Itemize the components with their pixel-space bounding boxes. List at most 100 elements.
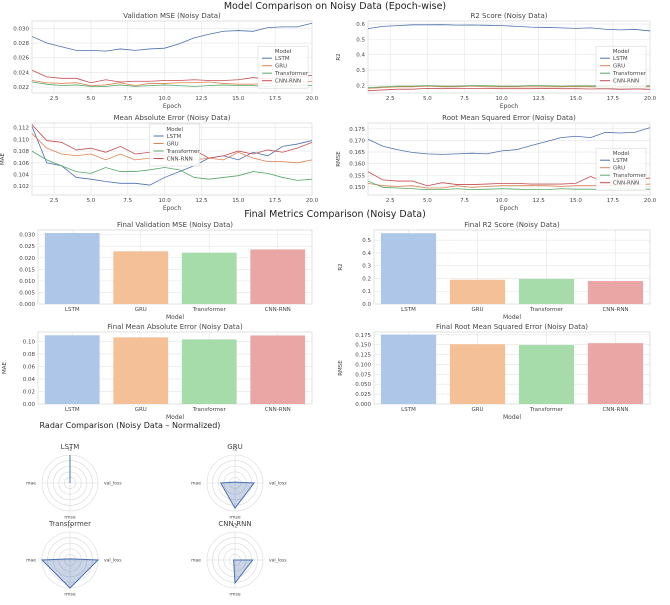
bar-chart-final-validation-mse-noisy-data: Final Validation MSE (Noisy Data) 0.000 0.… [0,220,332,321]
x-tick-label: GRU [471,307,483,313]
radar-chart-transformer: Transformer r2 val_loss rmse mae [0,520,140,601]
chart-title: Final Mean Absolute Error (Noisy Data) [107,323,243,331]
y-tick-label: 0.5 [362,238,371,244]
x-tick-label: 5.0 [423,198,432,204]
final-metrics-title: Final Metrics Comparison (Noisy Data) [244,209,426,220]
x-tick-label: LSTM [65,307,80,313]
y-tick-label: 0.030 [19,233,35,239]
radar-axis-label-mae: mae [191,559,201,564]
chart-title: GRU [227,443,242,451]
y-tick-label: 0.102 [13,184,29,190]
y-tick-label: 0.112 [13,126,29,132]
main-title: Model Comparison on Noisy Data (Epoch-wi… [223,1,447,12]
line-chart-mean-absolute-error-noisy-data-svg: Mean Absolute Error (Noisy Data) 2.5 5.0 7.… [0,114,319,212]
bar-transformer [181,252,237,304]
x-tick-label: Transformer [529,407,564,413]
legend-label-gru: GRU [167,142,179,148]
bar-gru [113,337,169,404]
legend-title: Model [275,49,292,55]
x-tick-label: CNN-RNN [265,407,291,413]
y-tick-label: 0.2 [356,83,365,89]
x-tick-label: 7.5 [123,198,132,204]
series-line-lstm [367,127,651,155]
x-tick-label: 5.0 [87,198,96,204]
legend-label-lstm: LSTM [613,56,628,62]
radar-area [40,558,100,589]
line-chart-root-mean-squared-error-noisy-data-svg: Root Mean Squared Error (Noisy Data) 2.5 5… [336,114,657,212]
x-tick-label: 17.5 [607,198,620,204]
y-axis-label: R2 [338,263,344,270]
y-tick-label: 0.015 [19,267,35,273]
radar-axis-label-rmse: rmse [64,592,75,598]
legend-title: Model [613,151,630,157]
bar-cnn-rnn [250,249,306,304]
y-tick-label: 0.10 [23,339,36,345]
bar-chart-final-validation-mse-noisy-data-svg: Final Validation MSE (Noisy Data) 0.000 0.… [19,221,313,321]
y-tick-label: 0.02 [23,389,35,395]
chart-title: Transformer [48,520,91,528]
x-axis-label: Model [503,414,521,421]
chart-title: Mean Absolute Error (Noisy Data) [113,114,230,122]
x-tick-label: Transformer [529,307,564,313]
y-tick-label: 0.2 [362,276,371,282]
legend-label-transformer: Transformer [274,71,309,77]
y-tick-label: 0.150 [355,343,371,349]
y-tick-label: 0.026 [13,56,29,62]
x-tick-label: LSTM [65,407,80,413]
legend-label-cnn-rnn: CNN-RNN [167,157,193,163]
bar-chart-final-mean-absolute-error-noisy-data-svg: Final Mean Absolute Error (Noisy Data) 0.… [2,323,313,421]
y-tick-label: 0.170 [349,138,365,144]
x-tick-label: LSTM [401,307,416,313]
y-tick-label: 0.06 [23,364,36,370]
x-tick-label: 12.5 [533,198,546,204]
y-tick-label: 0.025 [19,244,35,250]
x-tick-label: 2.5 [386,198,395,204]
radar-axis-label-mae: mae [26,559,36,564]
x-tick-label: GRU [471,407,483,413]
legend-label-lstm: LSTM [275,56,290,62]
y-tick-label: 0.106 [13,161,29,167]
x-tick-label: 10.0 [159,198,172,204]
y-tick-label: 0.3 [356,68,365,74]
y-tick-label: 0.150 [349,185,365,191]
chart-title: Root Mean Squared Error (Noisy Data) [442,114,576,122]
series-line-transformer [31,150,313,181]
x-tick-label: CNN-RNN [602,407,628,413]
legend-label-cnn-rnn: CNN-RNN [613,79,639,85]
bar-lstm [44,233,100,304]
y-tick-label: 0.175 [349,127,365,133]
legend-label-transformer: Transformer [166,149,201,155]
line-chart-r2-score-noisy-data: R2 Score (Noisy Data) 2.5 5.0 7.5 10.0 12.5 15… [336,10,670,110]
radar-area [219,481,256,510]
bar-chart-final-root-mean-squared-error-noisy-data-svg: Final Root Mean Squared Error (Noisy Dat… [338,323,651,421]
x-tick-label: 20.0 [306,198,319,204]
bar-cnn-rnn [250,335,306,404]
x-axis-label: Model [166,414,184,421]
x-tick-label: 2.5 [386,96,395,102]
legend-label-gru: GRU [613,64,625,70]
x-tick-label: 12.5 [195,96,208,102]
radar-axis-label-r2: r2 [233,447,238,453]
bar-cnn-rnn [587,343,644,404]
x-tick-label: 7.5 [460,96,469,102]
bar-chart-final-mean-absolute-error-noisy-data: Final Mean Absolute Error (Noisy Data) 0.… [0,322,332,421]
y-axis-label: RMSE [336,151,342,167]
y-tick-label: 0.4 [362,251,371,257]
y-axis-label: MAE [0,152,6,165]
y-tick-label: 0.108 [13,149,29,155]
y-axis-label: RMSE [338,360,344,376]
y-tick-label: 0.08 [23,352,36,358]
x-tick-label: 5.0 [87,96,96,102]
radar-area [233,559,254,585]
chart-title: Final Root Mean Squared Error (Noisy Dat… [436,323,588,331]
chart-title: R2 Score (Noisy Data) [470,12,547,20]
bar-chart-final-root-mean-squared-error-noisy-data: Final Root Mean Squared Error (Noisy Dat… [336,322,670,421]
radar-axis-label-rmse: rmse [229,592,240,598]
legend-label-gru: GRU [613,166,625,172]
chart-title: Final R2 Score (Noisy Data) [464,221,560,229]
y-tick-label: 0.155 [349,173,365,179]
y-axis-label: MAE [2,361,8,374]
